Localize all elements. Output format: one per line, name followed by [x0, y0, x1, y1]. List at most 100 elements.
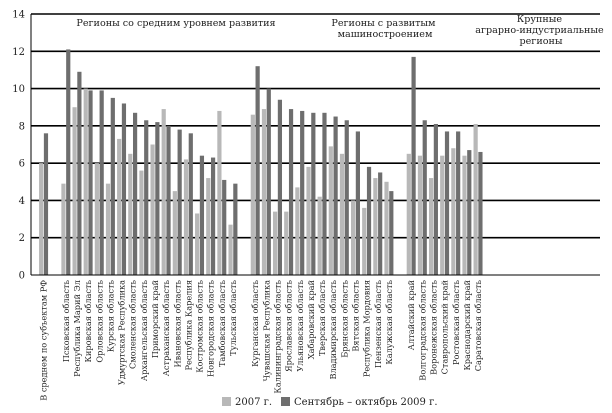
bar-2009	[177, 129, 182, 275]
bar-2007	[217, 110, 222, 275]
bar-2007	[462, 155, 467, 275]
bar-2007	[273, 211, 278, 275]
bar-2009	[366, 166, 372, 275]
bar-2007	[295, 187, 300, 275]
category-label: Республика Мордовия	[362, 280, 372, 377]
bar-2007	[406, 153, 411, 275]
category-label: Орловская область	[94, 279, 104, 362]
category-label: Воронежская область	[428, 279, 438, 374]
bar-2007	[195, 213, 200, 275]
bar-2007	[161, 109, 166, 275]
category-label: Тульская область	[228, 279, 238, 355]
bar-2009	[422, 120, 427, 275]
bar-2009	[355, 131, 360, 275]
category-label: Калининградская область	[273, 279, 283, 393]
bar-2009	[166, 125, 171, 275]
bar-2007	[172, 191, 177, 275]
category-label: Смоленская область	[128, 279, 138, 368]
bar-2007	[362, 207, 367, 275]
bar-2009	[155, 122, 160, 275]
bar-2009	[344, 120, 349, 275]
bar-2007	[128, 153, 133, 275]
bar-2007	[417, 155, 423, 275]
y-tick-label: 12	[12, 47, 25, 58]
category-label: В среднем по субъектам РФ	[39, 280, 49, 401]
bar-2007	[139, 170, 144, 275]
bar-2007	[328, 146, 333, 275]
category-label: Саратовская область	[473, 279, 483, 371]
bar-2009	[43, 133, 49, 275]
bar-2009	[144, 120, 149, 275]
bar-2009	[255, 66, 260, 275]
bar-2007	[183, 159, 189, 275]
category-label: Новгородская область	[206, 279, 216, 377]
bar-2009	[456, 131, 461, 275]
category-label: Удмуртская Республика	[117, 280, 127, 385]
category-label: Кировская область	[83, 279, 93, 362]
category-label: Ярославская область	[284, 279, 294, 371]
bar-2009	[322, 112, 327, 275]
bar-2007	[373, 178, 378, 275]
bar-2007	[451, 148, 456, 275]
legend-label-2007: 2007 г.	[235, 397, 272, 408]
bar-2007	[150, 144, 155, 275]
category-label: Тверская область	[317, 279, 327, 356]
gridlines	[31, 13, 600, 239]
bar-2009	[277, 99, 283, 275]
category-label: Калужская область	[384, 279, 394, 364]
y-tick-label: 6	[19, 159, 25, 170]
category-label: Алтайский край	[406, 279, 416, 350]
category-label: Республика Марий Эл	[72, 280, 82, 377]
bar-2009	[311, 112, 316, 275]
bar-2007	[39, 163, 44, 275]
category-label: Курганская область	[250, 279, 260, 366]
category-label: Ростовская область	[451, 279, 461, 364]
bar-2007	[61, 183, 66, 275]
bar-2009	[478, 151, 483, 275]
category-label: Приморский край	[150, 279, 160, 358]
bar-2007	[105, 183, 111, 275]
bar-2009	[378, 172, 383, 275]
category-label: Тамбовская область	[217, 279, 227, 367]
bar-2009	[389, 191, 394, 275]
category-label: Курская область	[105, 279, 115, 352]
legend-label-2009: Сентябрь – октябрь 2009 г.	[294, 397, 438, 408]
bar-2009	[467, 150, 472, 275]
bar-2007	[261, 109, 267, 275]
bar-2007	[117, 138, 122, 275]
bar-2009	[77, 71, 82, 276]
y-tick-label: 4	[19, 196, 25, 207]
group-label-agro: Крупные аграрно-индустриальные регионы	[475, 14, 607, 47]
category-label: Астраханская область	[161, 279, 171, 376]
bar-2009	[411, 56, 416, 275]
bars	[39, 49, 483, 276]
category-label: Архангельская область	[139, 279, 149, 381]
bar-2009	[121, 103, 127, 275]
bar-2009	[288, 109, 294, 275]
group-labels: Регионы со средним уровнем развития Реги…	[76, 14, 607, 47]
y-tick-label: 14	[12, 10, 25, 21]
bar-2007	[339, 153, 345, 275]
bar-2009	[333, 116, 338, 276]
category-label: Волгоградская область	[417, 279, 427, 380]
category-label: Владимирская область	[328, 279, 338, 379]
y-tick-label: 0	[19, 271, 25, 282]
bar-2007	[72, 107, 77, 275]
y-tick-labels: 0 2 4 6 8 10 12 14	[12, 10, 25, 282]
bar-2007	[228, 224, 233, 275]
bar-2007	[317, 196, 322, 275]
bar-2009	[266, 88, 271, 275]
bar-2009	[222, 179, 227, 275]
category-label: Вятская область	[350, 279, 360, 351]
legend: 2007 г. Сентябрь – октябрь 2009 г.	[222, 397, 438, 408]
category-label: Псковская область	[61, 279, 71, 362]
group-label-machinery: Регионы с развитым машиностроением	[331, 18, 438, 40]
category-label: Брянская область	[339, 279, 349, 357]
bar-2007	[440, 155, 445, 275]
bar-2009	[210, 157, 216, 275]
category-label: Ульяновская область	[295, 279, 305, 371]
bar-2009	[132, 112, 138, 275]
y-tick-label: 8	[19, 121, 25, 132]
category-label: Ставропольский край	[440, 279, 450, 374]
legend-swatch-2007	[222, 397, 231, 406]
